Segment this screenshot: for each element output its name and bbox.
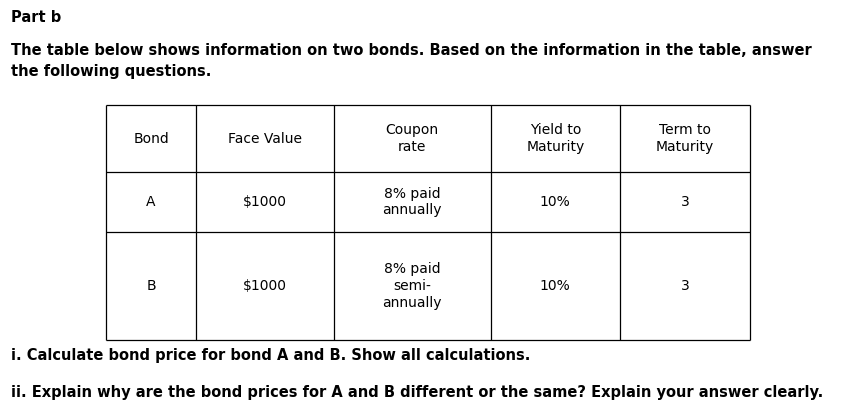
Text: Bond: Bond [133,131,169,145]
Text: Term to
Maturity: Term to Maturity [656,123,714,154]
Text: i. Calculate bond price for bond A and B. Show all calculations.: i. Calculate bond price for bond A and B… [11,348,530,363]
Text: 8% paid
semi-
annually: 8% paid semi- annually [382,262,442,310]
Text: 10%: 10% [540,279,571,293]
Text: $1000: $1000 [243,279,287,293]
Text: Face Value: Face Value [228,131,302,145]
Text: Coupon
rate: Coupon rate [385,123,439,154]
Text: A: A [147,195,156,209]
Text: Part b: Part b [11,10,61,25]
Text: 3: 3 [680,279,689,293]
Text: 10%: 10% [540,195,571,209]
Text: The table below shows information on two bonds. Based on the information in the : The table below shows information on two… [11,43,811,79]
Text: 3: 3 [680,195,689,209]
Text: 8% paid
annually: 8% paid annually [382,187,442,217]
Text: ii. Explain why are the bond prices for A and B different or the same? Explain y: ii. Explain why are the bond prices for … [11,385,823,400]
Text: B: B [147,279,156,293]
Text: Yield to
Maturity: Yield to Maturity [526,123,584,154]
Text: $1000: $1000 [243,195,287,209]
